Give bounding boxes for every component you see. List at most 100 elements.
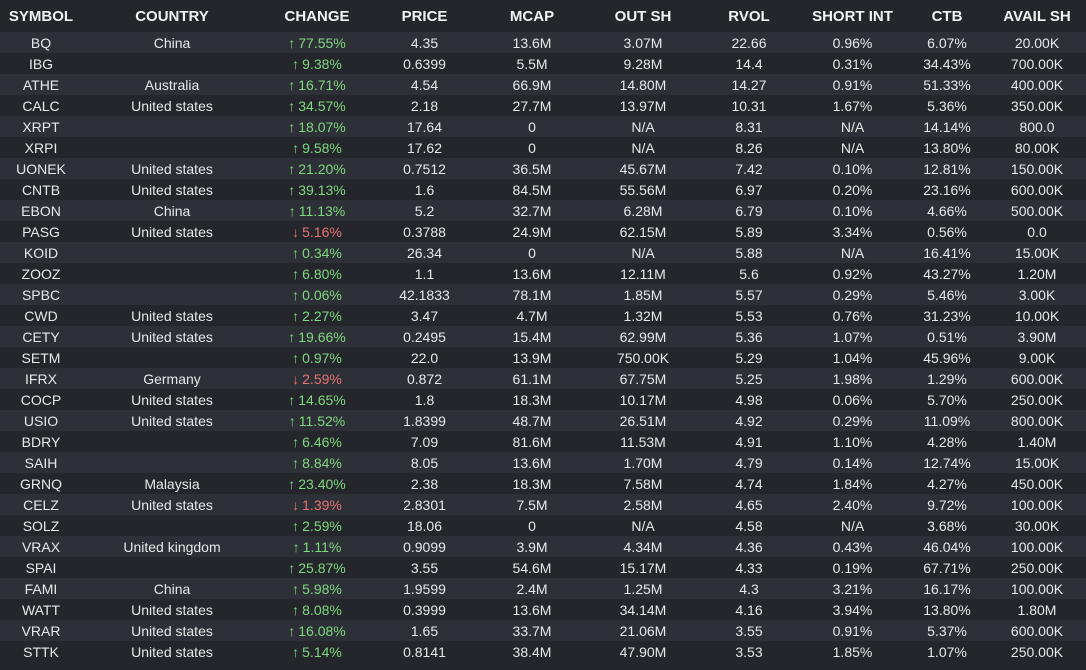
change-value: 6.80%: [302, 265, 342, 282]
table-row[interactable]: CALC United states ↑ 34.57% 2.18 27.7M 13.97M 1…: [0, 95, 1086, 116]
header-avail-sh[interactable]: AVAIL SH: [988, 0, 1086, 32]
table-row[interactable]: XRPT ↑ 18.07% 17.64 0 N/A 8.31 N/A 14.14% 800.0: [0, 116, 1086, 137]
cell-avail-sh: 600.00K: [988, 368, 1086, 389]
cell-out-sh: 45.67M: [587, 158, 699, 179]
cell-country: [82, 53, 262, 74]
table-row[interactable]: CNTB United states ↑ 39.13% 1.6 84.5M 55.56M 6.…: [0, 179, 1086, 200]
cell-price: 18.06: [372, 515, 477, 536]
cell-change: ↑ 25.87%: [262, 557, 372, 578]
table-row[interactable]: SOLZ ↑ 2.59% 18.06 0 N/A 4.58 N/A 3.68% 30.00K: [0, 515, 1086, 536]
cell-rvol: 4.74: [699, 473, 799, 494]
table-row[interactable]: ZOOZ ↑ 6.80% 1.1 13.6M 12.11M 5.6 0.92% 43.27% 1.…: [0, 263, 1086, 284]
table-row[interactable]: ATHE Australia ↑ 16.71% 4.54 66.9M 14.80M 14.27…: [0, 74, 1086, 95]
table-row[interactable]: CELZ United states ↓ 1.39% 2.8301 7.5M 2.58M 4.…: [0, 494, 1086, 515]
cell-price: 0.3999: [372, 599, 477, 620]
table-row[interactable]: USIO United states ↑ 11.52% 1.8399 48.7M 26.51…: [0, 410, 1086, 431]
table-row[interactable]: EBON China ↑ 11.13% 5.2 32.7M 6.28M 6.79 0.10% 4.…: [0, 200, 1086, 221]
arrow-up-icon: ↑: [292, 55, 300, 72]
cell-mcap: 24.9M: [477, 221, 587, 242]
cell-out-sh: 3.07M: [587, 32, 699, 53]
cell-country: [82, 347, 262, 368]
table-row[interactable]: VRAR United states ↑ 16.08% 1.65 33.7M 21.06M 3…: [0, 620, 1086, 641]
cell-country: [82, 116, 262, 137]
header-ctb[interactable]: CTB: [906, 0, 988, 32]
change-value: 21.20%: [298, 160, 346, 177]
cell-change: ↑ 5.98%: [262, 578, 372, 599]
cell-avail-sh: 20.00K: [988, 32, 1086, 53]
cell-short-int: 0.20%: [799, 179, 906, 200]
table-row[interactable]: WATT United states ↑ 8.08% 0.3999 13.6M 34.14M…: [0, 599, 1086, 620]
cell-ctb: 16.41%: [906, 242, 988, 263]
arrow-up-icon: ↑: [292, 244, 300, 261]
cell-out-sh: 34.14M: [587, 599, 699, 620]
arrow-up-icon: ↑: [288, 76, 296, 93]
cell-symbol: FAMI: [0, 578, 82, 599]
table-row[interactable]: FAMI China ↑ 5.98% 1.9599 2.4M 1.25M 4.3 3.21% 16…: [0, 578, 1086, 599]
cell-ctb: 13.80%: [906, 137, 988, 158]
cell-ctb: 31.23%: [906, 305, 988, 326]
cell-price: 2.38: [372, 473, 477, 494]
table-row[interactable]: BQ China ↑ 77.55% 4.35 13.6M 3.07M 22.66 0.96% 6.…: [0, 32, 1086, 53]
table-row[interactable]: SPAI ↑ 25.87% 3.55 54.6M 15.17M 4.33 0.19% 67.71…: [0, 557, 1086, 578]
table-row[interactable]: IFRX Germany ↓ 2.59% 0.872 61.1M 67.75M 5.25 1.9…: [0, 368, 1086, 389]
header-symbol[interactable]: SYMBOL: [0, 0, 82, 32]
table-row[interactable]: CWD United states ↑ 2.27% 3.47 4.7M 1.32M 5.53 0…: [0, 305, 1086, 326]
cell-out-sh: N/A: [587, 515, 699, 536]
header-short-int[interactable]: SHORT INT: [799, 0, 906, 32]
table-row[interactable]: SETM ↑ 0.97% 22.0 13.9M 750.00K 5.29 1.04% 45.96…: [0, 347, 1086, 368]
table-row[interactable]: VRAX United kingdom ↑ 1.11% 0.9099 3.9M 4.34M 4…: [0, 536, 1086, 557]
table-row[interactable]: BDRY ↑ 6.46% 7.09 81.6M 11.53M 4.91 1.10% 4.28% 1…: [0, 431, 1086, 452]
cell-avail-sh: 400.00K: [988, 74, 1086, 95]
header-out-sh[interactable]: OUT SH: [587, 0, 699, 32]
cell-price: 0.9099: [372, 536, 477, 557]
cell-avail-sh: 15.00K: [988, 452, 1086, 473]
cell-out-sh: 6.28M: [587, 200, 699, 221]
table-row[interactable]: PASG United states ↓ 5.16% 0.3788 24.9M 62.15M…: [0, 221, 1086, 242]
cell-rvol: 4.36: [699, 536, 799, 557]
header-price[interactable]: PRICE: [372, 0, 477, 32]
cell-country: [82, 515, 262, 536]
header-rvol[interactable]: RVOL: [699, 0, 799, 32]
cell-mcap: 36.5M: [477, 158, 587, 179]
cell-rvol: 5.57: [699, 284, 799, 305]
cell-short-int: 2.40%: [799, 494, 906, 515]
table-row[interactable]: UONEK United states ↑ 21.20% 0.7512 36.5M 45.6…: [0, 158, 1086, 179]
cell-avail-sh: 600.00K: [988, 179, 1086, 200]
cell-avail-sh: 800.0: [988, 116, 1086, 137]
table-row[interactable]: COCP United states ↑ 14.65% 1.8 18.3M 10.17M 4.…: [0, 389, 1086, 410]
cell-symbol: SAIH: [0, 452, 82, 473]
change-value: 77.55%: [298, 34, 346, 51]
cell-short-int: 1.85%: [799, 641, 906, 662]
table-row[interactable]: GRNQ Malaysia ↑ 23.40% 2.38 18.3M 7.58M 4.74 1.8…: [0, 473, 1086, 494]
change-value: 5.14%: [302, 643, 342, 660]
cell-price: 1.8: [372, 389, 477, 410]
cell-avail-sh: 250.00K: [988, 389, 1086, 410]
cell-short-int: N/A: [799, 137, 906, 158]
cell-mcap: 13.6M: [477, 599, 587, 620]
cell-out-sh: 47.90M: [587, 641, 699, 662]
cell-avail-sh: 600.00K: [988, 620, 1086, 641]
table-row[interactable]: CETY United states ↑ 19.66% 0.2495 15.4M 62.99…: [0, 326, 1086, 347]
header-mcap[interactable]: MCAP: [477, 0, 587, 32]
header-country[interactable]: COUNTRY: [82, 0, 262, 32]
cell-rvol: 14.27: [699, 74, 799, 95]
cell-price: 1.65: [372, 620, 477, 641]
cell-mcap: 38.4M: [477, 641, 587, 662]
table-row[interactable]: STTK United states ↑ 5.14% 0.8141 38.4M 47.90M…: [0, 641, 1086, 662]
cell-short-int: N/A: [799, 515, 906, 536]
table-row[interactable]: XRPI ↑ 9.58% 17.62 0 N/A 8.26 N/A 13.80% 80.00K: [0, 137, 1086, 158]
table-row[interactable]: IBG ↑ 9.38% 0.6399 5.5M 9.28M 14.4 0.31% 34.43% 7…: [0, 53, 1086, 74]
table-row[interactable]: SPBC ↑ 0.06% 42.1833 78.1M 1.85M 5.57 0.29% 5.46…: [0, 284, 1086, 305]
cell-avail-sh: 3.90M: [988, 326, 1086, 347]
cell-rvol: 5.53: [699, 305, 799, 326]
cell-ctb: 34.43%: [906, 53, 988, 74]
table-row[interactable]: KOID ↑ 0.34% 26.34 0 N/A 5.88 N/A 16.41% 15.00K: [0, 242, 1086, 263]
arrow-up-icon: ↑: [292, 139, 300, 156]
cell-ctb: 0.56%: [906, 221, 988, 242]
table-row[interactable]: SAIH ↑ 8.84% 8.05 13.6M 1.70M 4.79 0.14% 12.74% 1…: [0, 452, 1086, 473]
cell-out-sh: 4.34M: [587, 536, 699, 557]
cell-country: Australia: [82, 74, 262, 95]
cell-country: [82, 242, 262, 263]
cell-country: China: [82, 200, 262, 221]
header-change[interactable]: CHANGE: [262, 0, 372, 32]
